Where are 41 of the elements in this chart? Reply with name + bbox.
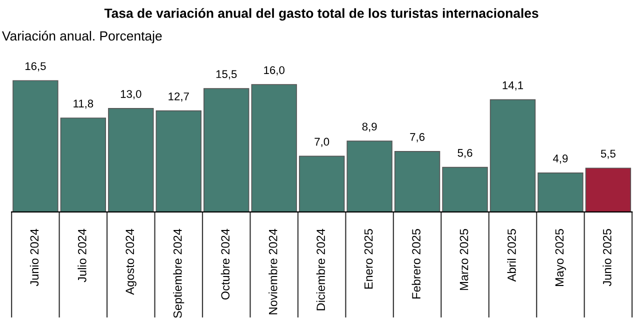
data-label: 8,9 (362, 122, 377, 132)
bar (12, 80, 58, 212)
data-label: 16,5 (25, 62, 46, 72)
x-tick-label: Octubre 2024 (220, 228, 230, 300)
data-label: 7,0 (314, 138, 330, 147)
data-label: 7,6 (410, 133, 425, 142)
bar (60, 118, 106, 212)
x-tick-label: Junio 2024 (30, 228, 39, 286)
x-tick-label: Febrero 2025 (412, 229, 420, 298)
bar (108, 108, 154, 212)
x-tick-label: Junio 2025 (602, 229, 612, 286)
bar (204, 88, 250, 212)
data-label: 12,7 (168, 92, 189, 102)
bar (585, 168, 632, 212)
bar (346, 140, 392, 212)
x-tick-label: Noviembre 2024 (268, 228, 278, 314)
bar (251, 84, 297, 212)
x-tick-label: Abril 2025 (507, 229, 516, 282)
bar (490, 99, 536, 212)
data-label: 15,5 (216, 70, 237, 80)
x-tick-label: Diciembre 2024 (316, 228, 325, 310)
data-label: 4,9 (553, 154, 568, 164)
chart-subtitle: Variación anual. Porcentaje (2, 30, 162, 44)
data-label: 14,1 (502, 81, 524, 90)
bar (156, 110, 202, 212)
x-tick-label: Enero 2025 (364, 229, 373, 289)
bar (538, 172, 584, 212)
x-tick-label: Agosto 2024 (126, 228, 136, 295)
bar (394, 151, 440, 212)
bar (442, 166, 488, 212)
chart-title: Tasa de variación anual del gasto total de los turistas internacionales (104, 8, 538, 21)
x-tick-label: Septiembre 2024 (173, 228, 184, 318)
data-label: 5,5 (600, 150, 616, 159)
data-label: 16,0 (264, 66, 284, 76)
x-tick-label: Julio 2024 (78, 228, 86, 282)
x-tick-label: Marzo 2025 (460, 229, 468, 290)
data-label: 13,0 (120, 90, 142, 100)
data-label: 5,6 (458, 148, 472, 158)
bar (298, 156, 345, 212)
x-tick-label: Mayo 2025 (555, 229, 566, 286)
data-label: 11,8 (74, 100, 94, 109)
